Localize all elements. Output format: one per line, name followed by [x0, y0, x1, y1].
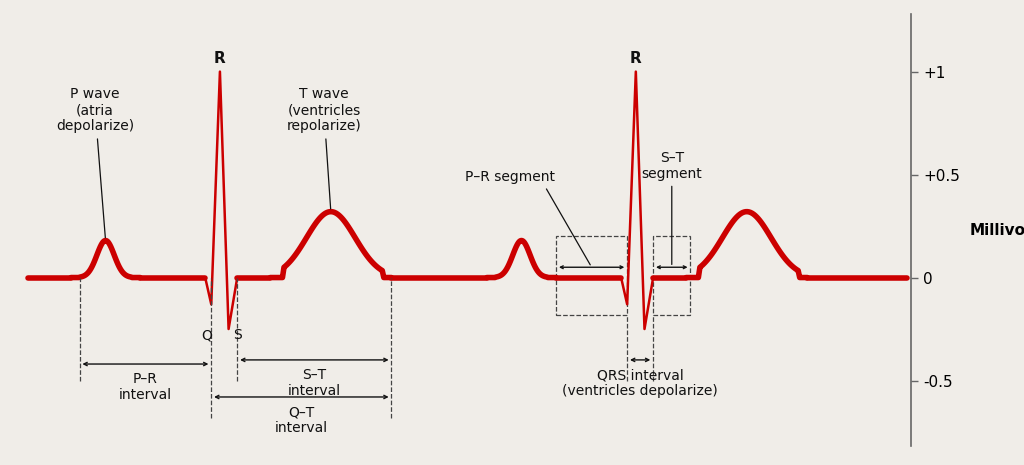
Text: Q–T
interval: Q–T interval [274, 405, 328, 435]
Text: P–R
interval: P–R interval [119, 372, 172, 403]
Text: S: S [232, 328, 242, 342]
Text: R: R [214, 51, 226, 66]
Text: P–R segment: P–R segment [465, 170, 590, 265]
Text: QRS interval
(ventricles depolarize): QRS interval (ventricles depolarize) [562, 368, 718, 399]
Text: S–T
interval: S–T interval [288, 368, 341, 399]
Text: Millivolts: Millivolts [970, 223, 1024, 238]
Text: S–T
segment: S–T segment [641, 151, 702, 265]
Text: T wave
(ventricles
repolarize): T wave (ventricles repolarize) [287, 87, 361, 209]
Text: Q: Q [202, 328, 212, 342]
Text: P wave
(atria
depolarize): P wave (atria depolarize) [56, 87, 134, 238]
Text: R: R [630, 51, 642, 66]
